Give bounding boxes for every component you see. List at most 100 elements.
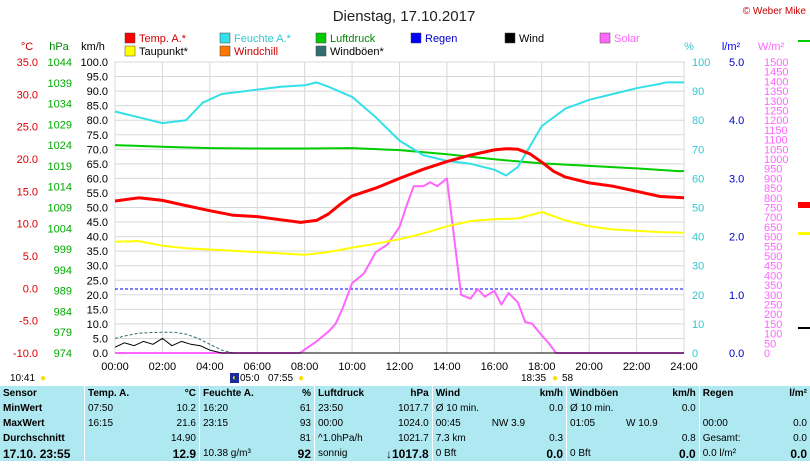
hum-tick-label: 20 — [692, 290, 704, 302]
x-tick-label: 14:00 — [433, 361, 461, 373]
header-gust: Windböen — [566, 386, 624, 401]
stats-cell-w-time: 7.3 km — [431, 431, 489, 446]
wind-tick-label: 95.0 — [87, 72, 108, 84]
legend-label: Wind — [519, 33, 544, 45]
solar-tick-label: 300 — [764, 290, 782, 302]
wind-tick-label: 100.0 — [80, 57, 108, 69]
temp-tick-label: 25.0 — [17, 122, 38, 134]
stats-cell-p-val: 1021.7 — [398, 433, 429, 444]
stats-cell-r-val: 0.0 — [790, 446, 807, 461]
header-gust-unit: km/h — [672, 388, 696, 399]
stats-cell-w-mid — [489, 401, 528, 416]
press-tick-label: 994 — [54, 265, 72, 277]
solar-tick-label: 1250 — [764, 106, 788, 118]
wind-tick-label: 45.0 — [87, 217, 108, 229]
rain-tick-label: 4.0 — [729, 115, 744, 127]
legend-swatch — [504, 32, 516, 44]
solar-tick-label: 100 — [764, 329, 782, 341]
stats-cell-r-val: 0.0 — [793, 433, 807, 444]
press-tick-label: 1039 — [48, 78, 72, 90]
solar-tick-label: 1500 — [764, 57, 788, 69]
solar-tick-label: 150 — [764, 319, 782, 331]
stats-cell-w-time: 00:45 — [431, 416, 489, 431]
stats-cell-w-val: 0.0 — [549, 403, 564, 414]
hum-tick-label: 60 — [692, 173, 704, 185]
legend-label: Luftdruck — [330, 33, 376, 45]
wind-tick-label: 35.0 — [87, 246, 108, 258]
stats-cell-w-time: Ø 10 min. — [431, 401, 489, 416]
header-temp-unit: °C — [184, 388, 196, 399]
legend-label: Solar — [614, 33, 640, 45]
stats-cell-p-time: sonnig — [314, 446, 383, 461]
marker-time-2: 07:55 — [268, 373, 294, 384]
temp-tick-label: 35.0 — [17, 57, 38, 69]
solar-tick-label: 1050 — [764, 144, 788, 156]
stats-cell-p-val: 1024.0 — [398, 418, 429, 429]
x-tick-label: 12:00 — [386, 361, 414, 373]
rain-tick-label: 0.0 — [729, 348, 744, 360]
time-markers-row: 10:41 ● ◐ 05:0 07:55 ● 18:35 ● 58 — [0, 372, 810, 386]
press-tick-label: 1029 — [48, 119, 72, 131]
solar-tick-label: 500 — [764, 251, 782, 263]
wind-tick-label: 55.0 — [87, 188, 108, 200]
solar-tick-label: 400 — [764, 270, 782, 282]
legend-swatch — [315, 32, 327, 44]
x-tick-label: 18:00 — [528, 361, 556, 373]
rain-tick-label: 5.0 — [729, 57, 744, 69]
x-tick-label: 06:00 — [243, 361, 271, 373]
chart-title: Dienstag, 17.10.2017 — [333, 8, 476, 25]
solar-tick-label: 650 — [764, 222, 782, 234]
stats-cell-p-val: 1017.7 — [398, 403, 429, 414]
series-wind-line — [114, 337, 684, 354]
stats-cell-g-val: 0.0 — [681, 403, 696, 414]
solar-tick-label: 1450 — [764, 67, 788, 79]
wind-tick-label: 40.0 — [87, 232, 108, 244]
stats-cell-p-time: 23:50 — [314, 401, 383, 416]
press-tick-label: 1014 — [48, 182, 72, 194]
hum-tick-label: 70 — [692, 144, 704, 156]
series-taupunkt-line — [114, 211, 685, 256]
wind-tick-label: 25.0 — [87, 275, 108, 287]
hum-tick-label: 0 — [692, 348, 698, 360]
stats-cell-r-val — [756, 401, 810, 416]
stats-cell-h-val: 93 — [299, 418, 311, 429]
series-windben-line — [114, 331, 234, 354]
stats-cell-h-time: 16:20 — [199, 401, 284, 416]
x-tick-label: 02:00 — [149, 361, 177, 373]
press-tick-label: 989 — [54, 286, 72, 298]
stats-row: MaxWert 16:15 21.6 23:15 93 00:00 1024.0 00:45 N… — [0, 416, 810, 431]
wind-tick-label: 20.0 — [87, 290, 108, 302]
temp-unit: °C — [21, 41, 33, 53]
stats-cell-p-time: ^1.0hPa/h — [314, 431, 383, 446]
stats-cell-r-time — [698, 401, 756, 416]
rain-tick-label: 3.0 — [729, 173, 744, 185]
legend-label: Regen — [425, 33, 457, 45]
hum-tick-label: 30 — [692, 261, 704, 273]
temp-tick-label: 0.0 — [23, 283, 38, 295]
stats-cell-h-time: 10.38 g/m³ — [199, 446, 284, 461]
press-tick-label: 984 — [54, 306, 72, 318]
stats-cell-g-mid — [623, 431, 661, 446]
header-gust-mid — [623, 386, 661, 401]
solar-unit: W/m² — [758, 41, 785, 53]
wind-tick-label: 70.0 — [87, 144, 108, 156]
stats-header-row: Sensor Temp. A. °C Feuchte A. % Luftdruc… — [0, 386, 810, 401]
stats-cell-g-val: 0.8 — [681, 433, 696, 444]
temp-tick-label: 5.0 — [23, 251, 38, 263]
wind-tick-label: 90.0 — [87, 86, 108, 98]
wind-tick-label: 15.0 — [87, 304, 108, 316]
header-press-unit: hPa — [410, 388, 429, 399]
press-tick-label: 1024 — [48, 140, 72, 152]
rain-unit: l/m² — [722, 41, 741, 53]
stats-cell-w-mid: NW 3.9 — [491, 418, 526, 429]
stats-cell-g-time: 01:05 — [566, 416, 624, 431]
stats-cell-w-val: 0.0 — [546, 446, 564, 461]
solar-tick-label: 250 — [764, 300, 782, 312]
press-tick-label: 979 — [54, 327, 72, 339]
header-wind-unit: km/h — [539, 388, 564, 399]
stats-cell-g-time: Ø 10 min. — [566, 401, 624, 416]
stats-cell-t-time — [84, 431, 163, 446]
wind-tick-label: 80.0 — [87, 115, 108, 127]
stats-cell-h-val: 92 — [297, 446, 311, 461]
wind-tick-label: 75.0 — [87, 130, 108, 142]
